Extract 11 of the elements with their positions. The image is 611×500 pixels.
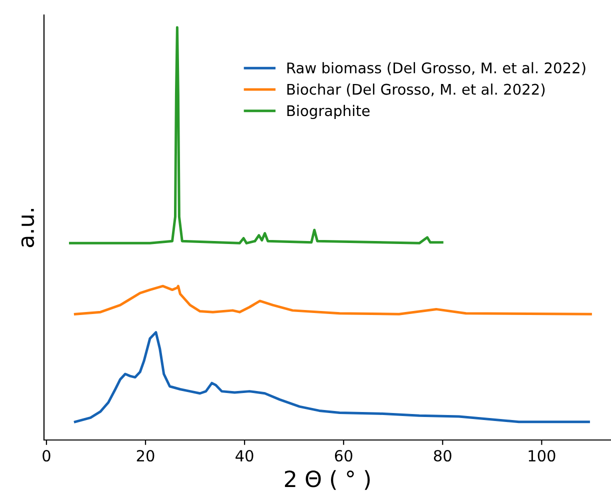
- legend-label: Biographite: [287, 104, 370, 120]
- legend-label: Raw biomass (Del Grosso, M. et al. 2022): [287, 62, 586, 76]
- x-tick-label: 20: [136, 450, 154, 462]
- y-axis-title: a.u.: [21, 208, 34, 248]
- x-axis-title: 2 Θ ( ° ): [284, 470, 370, 490]
- x-tick-label: 100: [528, 450, 556, 462]
- x-tick-label: 80: [434, 450, 452, 462]
- x-tick-label: 60: [334, 450, 352, 462]
- legend-label: Biochar (Del Grosso, M. et al. 2022): [287, 84, 545, 97]
- x-tick-label: 40: [236, 450, 254, 462]
- x-tick-label: 0: [42, 450, 50, 462]
